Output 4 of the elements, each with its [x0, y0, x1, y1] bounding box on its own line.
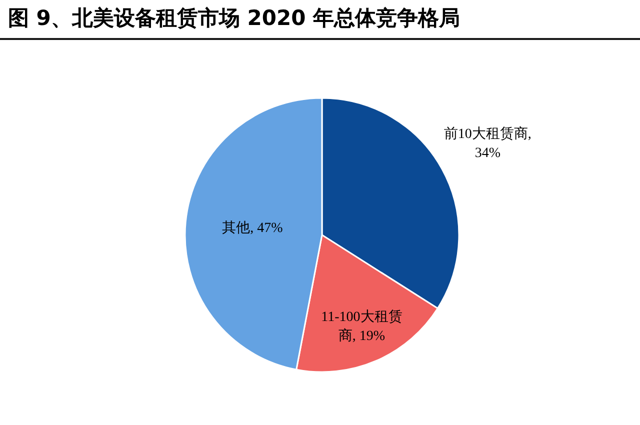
data-label: 其他, 47% — [221, 220, 284, 238]
chart-title: 图 9、北美设备租赁市场 2020 年总体竞争格局 — [8, 5, 460, 32]
data-label: 前10大租赁商, 34% — [442, 125, 532, 163]
data-label: 11-100大租赁商, 19% — [320, 308, 404, 346]
